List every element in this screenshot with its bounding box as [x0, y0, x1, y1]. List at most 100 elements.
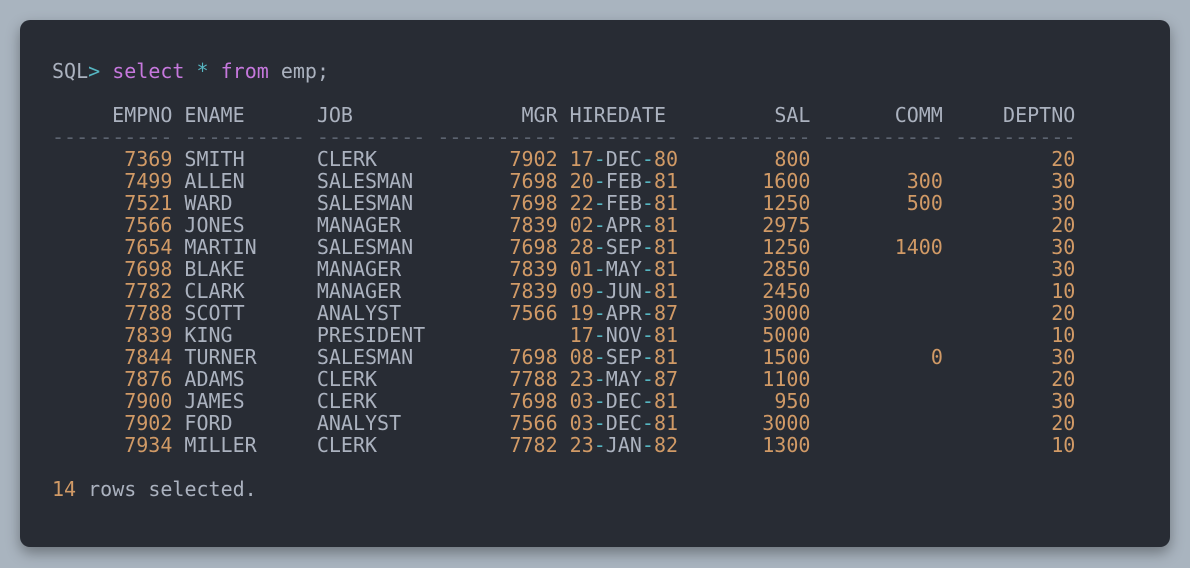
hiredate-year: 81 — [653, 191, 679, 215]
cell-deptno: 10 — [1051, 433, 1076, 457]
cell-hiredate: 28-SEP-81 — [570, 236, 678, 258]
cell-deptno: 20 — [1051, 147, 1076, 171]
table-row: 7844 TURNER SALESMAN 7698 08-SEP-81 1500… — [52, 346, 1170, 368]
cell-empno: 7521 — [124, 191, 173, 215]
cell-mgr: 7782 — [509, 433, 558, 457]
cell-mgr: 7698 — [509, 169, 558, 193]
hiredate-year: 81 — [653, 345, 679, 369]
hiredate-separator: - — [641, 411, 654, 435]
hiredate-year: 82 — [653, 433, 679, 457]
hiredate-separator: - — [593, 169, 606, 193]
hiredate-month: JAN — [605, 433, 642, 457]
table-row: 7698 BLAKE MANAGER 7839 01-MAY-81 2850 3… — [52, 258, 1170, 280]
hiredate-month: SEP — [605, 345, 642, 369]
hiredate-day: 02 — [569, 213, 594, 237]
cell-hiredate: 19-APR-87 — [570, 302, 678, 324]
cell-empno: 7900 — [124, 389, 173, 413]
footer-text: rows selected. — [88, 477, 257, 501]
column-header-ename: ENAME — [184, 103, 245, 127]
hiredate-separator: - — [641, 323, 654, 347]
operator-star: * — [196, 59, 209, 83]
cell-ename: KING — [184, 323, 233, 347]
cell-sal: 2850 — [762, 257, 811, 281]
hiredate-separator: - — [641, 279, 654, 303]
hiredate-day: 08 — [569, 345, 594, 369]
hiredate-year: 87 — [653, 301, 679, 325]
cell-hiredate: 23-JAN-82 — [570, 434, 678, 456]
hiredate-separator: - — [593, 367, 606, 391]
hiredate-separator: - — [593, 345, 606, 369]
hiredate-separator: - — [641, 345, 654, 369]
column-header-job: JOB — [316, 103, 353, 127]
cell-sal: 2975 — [762, 213, 811, 237]
hiredate-month: JUN — [605, 279, 642, 303]
cell-job: ANALYST — [316, 411, 402, 435]
cell-empno: 7369 — [124, 147, 173, 171]
cell-empno: 7934 — [124, 433, 173, 457]
cell-ename: JAMES — [184, 389, 245, 413]
column-header-mgr: MGR — [521, 103, 558, 127]
hiredate-year: 81 — [653, 257, 679, 281]
cell-ename: SMITH — [184, 147, 245, 171]
cell-mgr: 7902 — [509, 147, 558, 171]
cell-mgr: 7698 — [509, 235, 558, 259]
cell-sal: 950 — [774, 389, 811, 413]
cell-deptno: 10 — [1051, 279, 1076, 303]
hiredate-separator: - — [593, 389, 606, 413]
hiredate-day: 20 — [569, 169, 594, 193]
cell-empno: 7566 — [124, 213, 173, 237]
cell-empno: 7698 — [124, 257, 173, 281]
cell-hiredate: 20-FEB-81 — [570, 170, 678, 192]
hiredate-month: NOV — [605, 323, 642, 347]
hiredate-year: 81 — [653, 389, 679, 413]
row-count: 14 — [52, 477, 77, 501]
table-row: 7902 FORD ANALYST 7566 03-DEC-81 3000 20 — [52, 412, 1170, 434]
hiredate-month: APR — [605, 213, 642, 237]
cell-comm: 300 — [906, 169, 943, 193]
hiredate-separator: - — [641, 169, 654, 193]
cell-job: SALESMAN — [316, 191, 414, 215]
hiredate-month: MAY — [605, 257, 642, 281]
hiredate-year: 81 — [653, 411, 679, 435]
hiredate-separator: - — [641, 147, 654, 171]
sql-prompt-line: SQL> select * from emp; — [52, 60, 1170, 82]
cell-hiredate: 17-DEC-80 — [570, 148, 678, 170]
cell-comm: 500 — [906, 191, 943, 215]
cell-deptno: 20 — [1051, 213, 1076, 237]
cell-sal: 800 — [774, 147, 811, 171]
hiredate-separator: - — [641, 389, 654, 413]
cell-empno: 7782 — [124, 279, 173, 303]
terminal-window[interactable]: SQL> select * from emp; EMPNO ENAME JOB … — [20, 20, 1170, 547]
cell-deptno: 30 — [1051, 235, 1076, 259]
keyword-select: select — [112, 59, 185, 83]
cell-deptno: 20 — [1051, 367, 1076, 391]
cell-job: CLERK — [316, 389, 378, 413]
table-row: 7934 MILLER CLERK 7782 23-JAN-82 1300 10 — [52, 434, 1170, 456]
hiredate-separator: - — [593, 213, 606, 237]
hiredate-month: DEC — [605, 411, 642, 435]
cell-hiredate: 22-FEB-81 — [570, 192, 678, 214]
cell-deptno: 30 — [1051, 257, 1076, 281]
cell-mgr: 7698 — [509, 389, 558, 413]
cell-job: SALESMAN — [316, 345, 414, 369]
cell-mgr: 7839 — [509, 213, 558, 237]
hiredate-month: FEB — [605, 191, 642, 215]
cell-ename: JONES — [184, 213, 245, 237]
cell-ename: BLAKE — [184, 257, 245, 281]
hiredate-separator: - — [641, 301, 654, 325]
cell-job: CLERK — [316, 367, 378, 391]
cell-mgr: 7566 — [509, 411, 558, 435]
cell-deptno: 30 — [1051, 345, 1076, 369]
table-row: 7521 WARD SALESMAN 7698 22-FEB-81 1250 5… — [52, 192, 1170, 214]
prompt-caret: > — [88, 59, 101, 83]
cell-hiredate: 03-DEC-81 — [570, 412, 678, 434]
cell-job: PRESIDENT — [316, 323, 426, 347]
cell-ename: MARTIN — [184, 235, 257, 259]
hiredate-day: 19 — [569, 301, 594, 325]
cell-sal: 1500 — [762, 345, 811, 369]
cell-sal: 1100 — [762, 367, 811, 391]
cell-mgr: 7839 — [509, 257, 558, 281]
cell-hiredate: 23-MAY-87 — [570, 368, 678, 390]
hiredate-year: 81 — [653, 279, 679, 303]
hiredate-day: 28 — [569, 235, 594, 259]
